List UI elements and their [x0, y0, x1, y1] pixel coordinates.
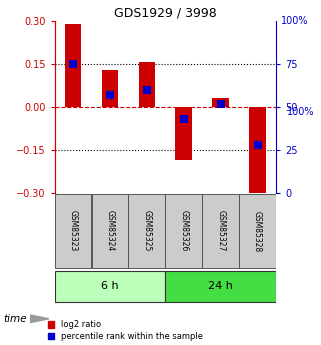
Text: 24 h: 24 h — [208, 282, 233, 291]
Bar — [202, 194, 239, 268]
Text: time: time — [3, 314, 27, 324]
Bar — [55, 194, 91, 268]
Bar — [249, 107, 266, 195]
Bar — [213, 98, 229, 107]
Y-axis label: 100%: 100% — [287, 107, 314, 117]
Bar — [165, 194, 202, 268]
Bar — [102, 70, 118, 107]
Bar — [165, 271, 276, 302]
Bar — [128, 194, 165, 268]
Point — [218, 101, 223, 106]
Text: 6 h: 6 h — [101, 282, 119, 291]
Point — [144, 87, 150, 92]
Bar — [239, 194, 276, 268]
Text: 100%: 100% — [281, 16, 308, 26]
Text: GSM85325: GSM85325 — [142, 210, 152, 252]
Point — [255, 142, 260, 148]
Bar — [139, 62, 155, 107]
Legend: log2 ratio, percentile rank within the sample: log2 ratio, percentile rank within the s… — [48, 321, 203, 341]
Polygon shape — [30, 315, 49, 323]
Text: GSM85326: GSM85326 — [179, 210, 188, 252]
Point — [71, 61, 76, 67]
Point — [107, 92, 113, 98]
Bar — [65, 23, 81, 107]
Bar — [176, 107, 192, 160]
Text: GSM85327: GSM85327 — [216, 210, 225, 252]
Title: GDS1929 / 3998: GDS1929 / 3998 — [114, 7, 217, 20]
Text: GSM85324: GSM85324 — [105, 210, 115, 252]
Point — [181, 116, 187, 122]
Text: GSM85323: GSM85323 — [68, 210, 78, 252]
Bar — [55, 271, 165, 302]
Bar — [91, 194, 128, 268]
Text: GSM85328: GSM85328 — [253, 210, 262, 252]
